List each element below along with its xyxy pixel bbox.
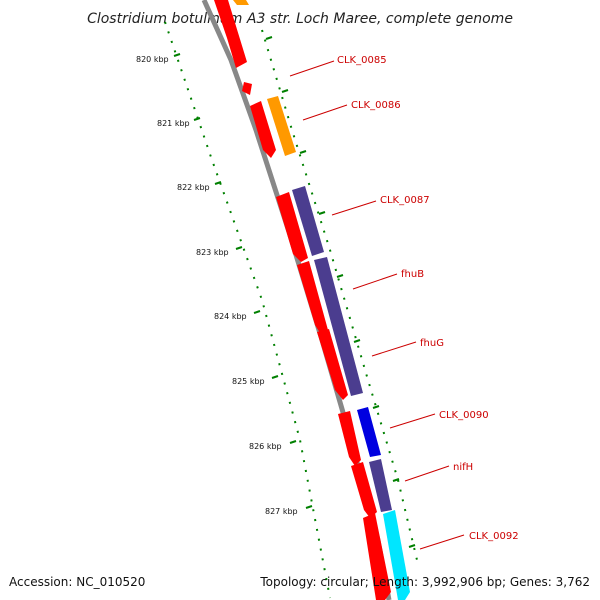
ruler-tick [305, 505, 313, 509]
outer-tick [353, 339, 361, 343]
cds-arrow [242, 82, 252, 95]
label-leader [404, 465, 450, 482]
gene-label: CLK_0090 [439, 410, 489, 421]
feature-track [233, 0, 410, 600]
gene-label: fhuG [420, 338, 444, 349]
tick-label: 822 kbp [177, 183, 210, 192]
outer-tick [281, 89, 289, 93]
cds-arrow [214, 0, 247, 68]
orange-feature [233, 0, 249, 5]
ruler-tick [214, 181, 222, 185]
tick-label: 827 kbp [265, 507, 298, 516]
tick-label: 823 kbp [196, 248, 229, 257]
cds-arrow [351, 462, 377, 518]
orange-feature [267, 96, 296, 156]
tick-label: 825 kbp [232, 377, 265, 386]
genome-title: Clostridium botulinum A3 str. Loch Maree… [87, 11, 513, 27]
outer-tick [318, 211, 326, 215]
ruler-tick [193, 117, 201, 121]
gene-label: CLK_0086 [351, 100, 401, 111]
cds-arrow [338, 411, 361, 466]
label-leader [389, 413, 436, 429]
label-leader [419, 534, 465, 550]
slate-feature [292, 186, 324, 256]
accession-text: Accession: NC_010520 [9, 575, 145, 589]
label-leader [352, 273, 398, 290]
cyan-feature [383, 510, 410, 600]
cds-arrow [250, 101, 276, 158]
outer-tick [265, 36, 273, 40]
cds-arrow [363, 513, 391, 600]
outer-tick [408, 544, 416, 548]
label-leader [289, 60, 335, 77]
tick-label: 824 kbp [214, 312, 247, 321]
blue-feature [357, 407, 381, 457]
ruler-tick [253, 310, 261, 314]
cds-track [214, 0, 391, 600]
ruler-tick [271, 375, 279, 379]
topology-text: Topology: circular; Length: 3,992,906 bp… [259, 575, 590, 589]
outer-tick [372, 405, 380, 409]
gene-label: CLK_0085 [337, 55, 387, 66]
outer-tick [336, 274, 344, 278]
ruler-ticks: 820 kbp 821 kbp 822 kbp 823 kbp 824 kbp … [136, 53, 313, 516]
ruler-tick [235, 246, 243, 250]
outer-tick [299, 150, 307, 154]
outer-ticks [265, 36, 416, 548]
tick-label: 820 kbp [136, 55, 169, 64]
gene-label: fhuB [401, 269, 424, 280]
cds-arrow [276, 192, 308, 262]
slate-feature [314, 257, 363, 396]
gene-labels: CLK_0085 CLK_0086 CLK_0087 fhuB fhuG CLK… [289, 55, 519, 550]
ruler-tick [173, 53, 181, 57]
ruler-tick [289, 440, 297, 444]
gene-label: nifH [453, 462, 473, 473]
label-leader [302, 104, 348, 121]
slate-feature [369, 459, 392, 512]
cds-arrow [317, 329, 348, 400]
tick-label: 821 kbp [157, 119, 190, 128]
gene-label: CLK_0092 [469, 531, 519, 542]
cds-arrow [297, 261, 328, 336]
outer-tick [392, 478, 400, 482]
label-leader [371, 341, 417, 357]
gene-label: CLK_0087 [380, 195, 430, 206]
tick-label: 826 kbp [249, 442, 282, 451]
label-leader [331, 200, 377, 216]
